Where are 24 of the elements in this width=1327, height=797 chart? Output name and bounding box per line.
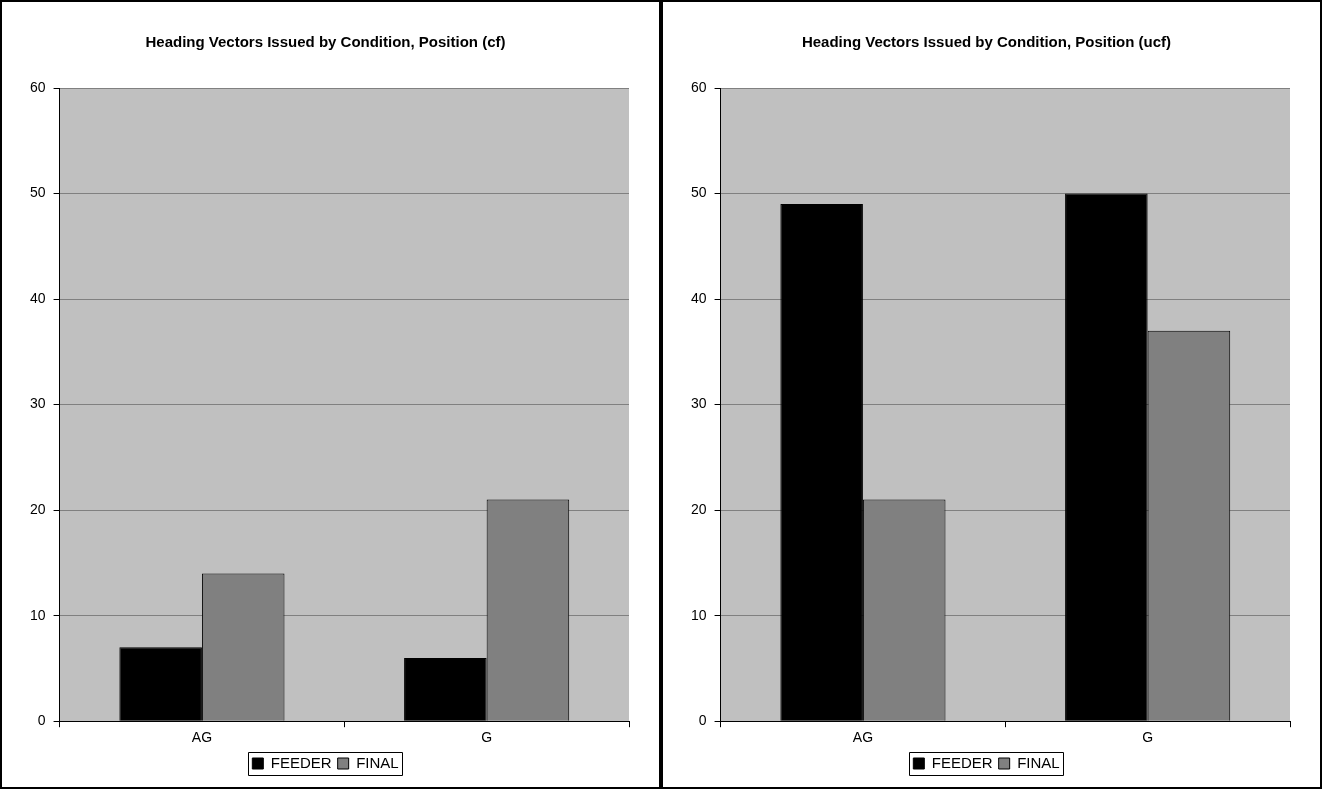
chart-title: Heading Vectors Issued by Condition, Position (ucf) xyxy=(801,33,1172,51)
y-tick-label: 0 xyxy=(698,712,707,729)
y-tick-label: 20 xyxy=(29,500,46,517)
x-tick-label: AG xyxy=(191,729,213,746)
y-tick-label: 50 xyxy=(29,184,46,201)
chart-title: Heading Vectors Issued by Condition, Position (cf) xyxy=(145,33,506,51)
legend-label: FINAL xyxy=(356,753,399,771)
y-tick-label: 60 xyxy=(690,78,707,95)
legend-label: FINAL xyxy=(1017,753,1060,771)
y-tick-label: 20 xyxy=(690,500,707,517)
y-tick-label: 40 xyxy=(29,289,46,306)
y-tick-label: 30 xyxy=(29,395,46,412)
y-tick-label: 60 xyxy=(29,78,46,95)
legend-label: FEEDER xyxy=(931,753,993,771)
y-tick-label: 50 xyxy=(690,184,707,201)
x-tick-label: G xyxy=(481,729,493,746)
y-tick-label: 30 xyxy=(690,395,707,412)
y-tick-label: 0 xyxy=(37,712,46,729)
y-tick-label: 40 xyxy=(690,289,707,306)
x-tick-label: G xyxy=(1142,729,1154,746)
x-tick-label: AG xyxy=(852,729,874,746)
y-tick-label: 10 xyxy=(29,606,46,623)
legend-label: FEEDER xyxy=(270,753,332,771)
y-tick-label: 10 xyxy=(690,606,707,623)
